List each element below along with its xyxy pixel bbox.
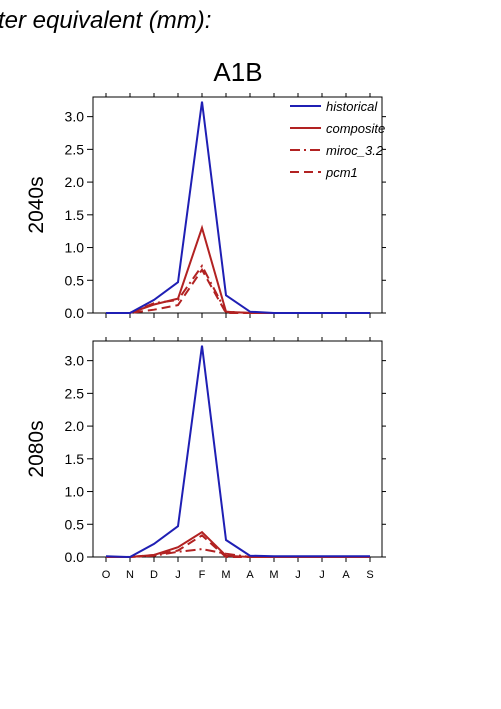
y-tick-label: 1.0 — [65, 484, 85, 500]
y-tick-label: 0.0 — [65, 305, 85, 321]
plot-frame — [92, 340, 383, 558]
series-line-miroc-3-2 — [106, 263, 370, 314]
y-tick-label: 2.5 — [65, 141, 85, 157]
x-tick-label: S — [366, 569, 373, 581]
y-tick-label: 0.5 — [65, 516, 85, 532]
y-tick-label: 1.0 — [65, 240, 85, 256]
x-tick-label: A — [246, 569, 254, 581]
series-line-historical — [105, 345, 370, 559]
x-tick-label: M — [269, 569, 278, 581]
legend-label: historical — [326, 99, 378, 114]
y-tick-label: 0.0 — [65, 549, 85, 565]
series-line-composite — [106, 224, 370, 314]
panel-2080s: 0.0 0.5 1.0 1.5 2.0 2.5 3.0 O N D J F M A M J J A S 2080s — [25, 337, 386, 581]
x-tick-label: A — [342, 569, 350, 581]
series-line-composite — [106, 530, 370, 558]
panels: 0.0 0.5 1.0 1.5 2.0 2.5 3.0 2040s 0.0 0.5 1.0 1.5 2.… — [25, 93, 386, 581]
scenario-title: A1B — [213, 57, 262, 87]
series-line-historical — [106, 101, 370, 314]
y-tick-label: 2.0 — [65, 174, 85, 190]
x-tick-label: J — [319, 569, 325, 581]
x-tick-label: F — [199, 569, 206, 581]
legend: historical composite miroc_3.2 pcm1 — [290, 99, 385, 180]
panel-2040s: 0.0 0.5 1.0 1.5 2.0 2.5 3.0 2040s — [25, 93, 386, 321]
y-tick-label: 3.0 — [65, 109, 85, 125]
legend-label: composite — [326, 121, 385, 136]
legend-label: pcm1 — [325, 165, 358, 180]
legend-label: miroc_3.2 — [326, 143, 384, 158]
x-tick-label: J — [175, 569, 181, 581]
x-tick-label: O — [102, 569, 111, 581]
x-tick-label: N — [126, 569, 134, 581]
x-tick-label: D — [150, 569, 158, 581]
panel-ylabel: 2040s — [25, 176, 48, 233]
y-tick-label: 3.0 — [65, 353, 85, 369]
y-tick-label: 0.5 — [65, 272, 85, 288]
series-line-pcm1 — [106, 534, 370, 558]
panel-ylabel: 2080s — [25, 420, 48, 477]
y-tick-label: 2.0 — [65, 418, 85, 434]
y-tick-label: 1.5 — [65, 207, 85, 223]
x-tick-label: M — [221, 569, 230, 581]
x-tick-label: J — [295, 569, 301, 581]
y-tick-label: 2.5 — [65, 385, 85, 401]
y-tick-label: 1.5 — [65, 451, 85, 467]
figure-header: ter equivalent (mm): — [0, 7, 211, 34]
